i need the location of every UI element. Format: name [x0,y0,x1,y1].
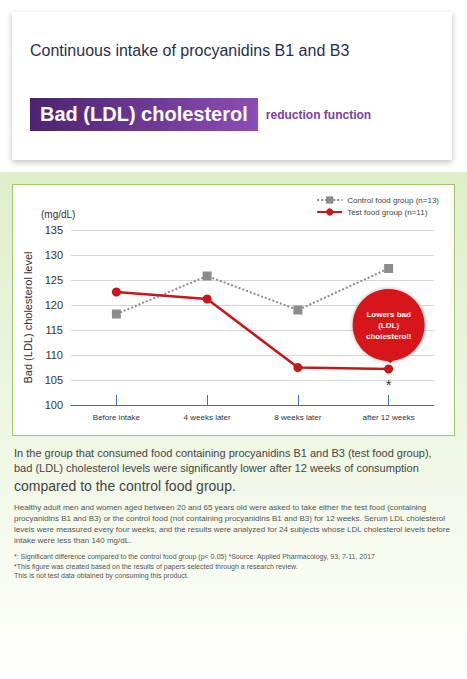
svg-text:(LDL): (LDL) [378,321,399,330]
svg-text:*: * [386,376,392,393]
html-text:Bad (LDL) cholesterol: Bad (LDL) cholesterol [40,103,248,125]
svg-text:105: 105 [45,374,63,386]
svg-text:8 weeks later: 8 weeks later [274,413,321,422]
svg-text:120: 120 [45,299,63,311]
svg-text:115: 115 [45,324,63,336]
html-text:In the group that consumed foo: In the group that consumed food containi… [14,447,432,474]
html-text:This is not test data obtained: This is not test data obtained by consum… [14,572,189,579]
html-text:Healthy adult men and women ag: Healthy adult men and women aged between… [14,503,450,545]
html-text:Continuous intake of procyanid: Continuous intake of procyanidins B1 and… [30,42,350,59]
svg-text:110: 110 [45,349,63,361]
svg-text:Test food group (n=11): Test food group (n=11) [347,208,427,217]
html-text:reduction function: reduction function [265,107,372,122]
svg-text:Before intake: Before intake [93,413,141,422]
html-text:*This figure was created based: *This figure was created based on the re… [14,562,298,570]
html-text:compared to the control food g: compared to the control food group. [14,478,236,494]
svg-text:125: 125 [45,274,63,286]
svg-text:100: 100 [45,399,63,411]
svg-text:135: 135 [45,224,63,236]
html-text:*: Significant difference comp: *: Significant difference compared to th… [14,553,375,560]
svg-text:Control food group (n=13): Control food group (n=13) [347,196,439,205]
svg-text:(mg/dL): (mg/dL) [41,209,75,220]
svg-text:Lowers bad: Lowers bad [366,310,411,319]
svg-text:4 weeks later: 4 weeks later [184,413,231,422]
svg-text:Bad (LDL) cholesterol level: Bad (LDL) cholesterol level [22,251,34,383]
svg-text:after 12 weeks: after 12 weeks [363,413,415,422]
svg-text:130: 130 [45,249,63,261]
svg-text:cholesterol!: cholesterol! [366,332,411,341]
